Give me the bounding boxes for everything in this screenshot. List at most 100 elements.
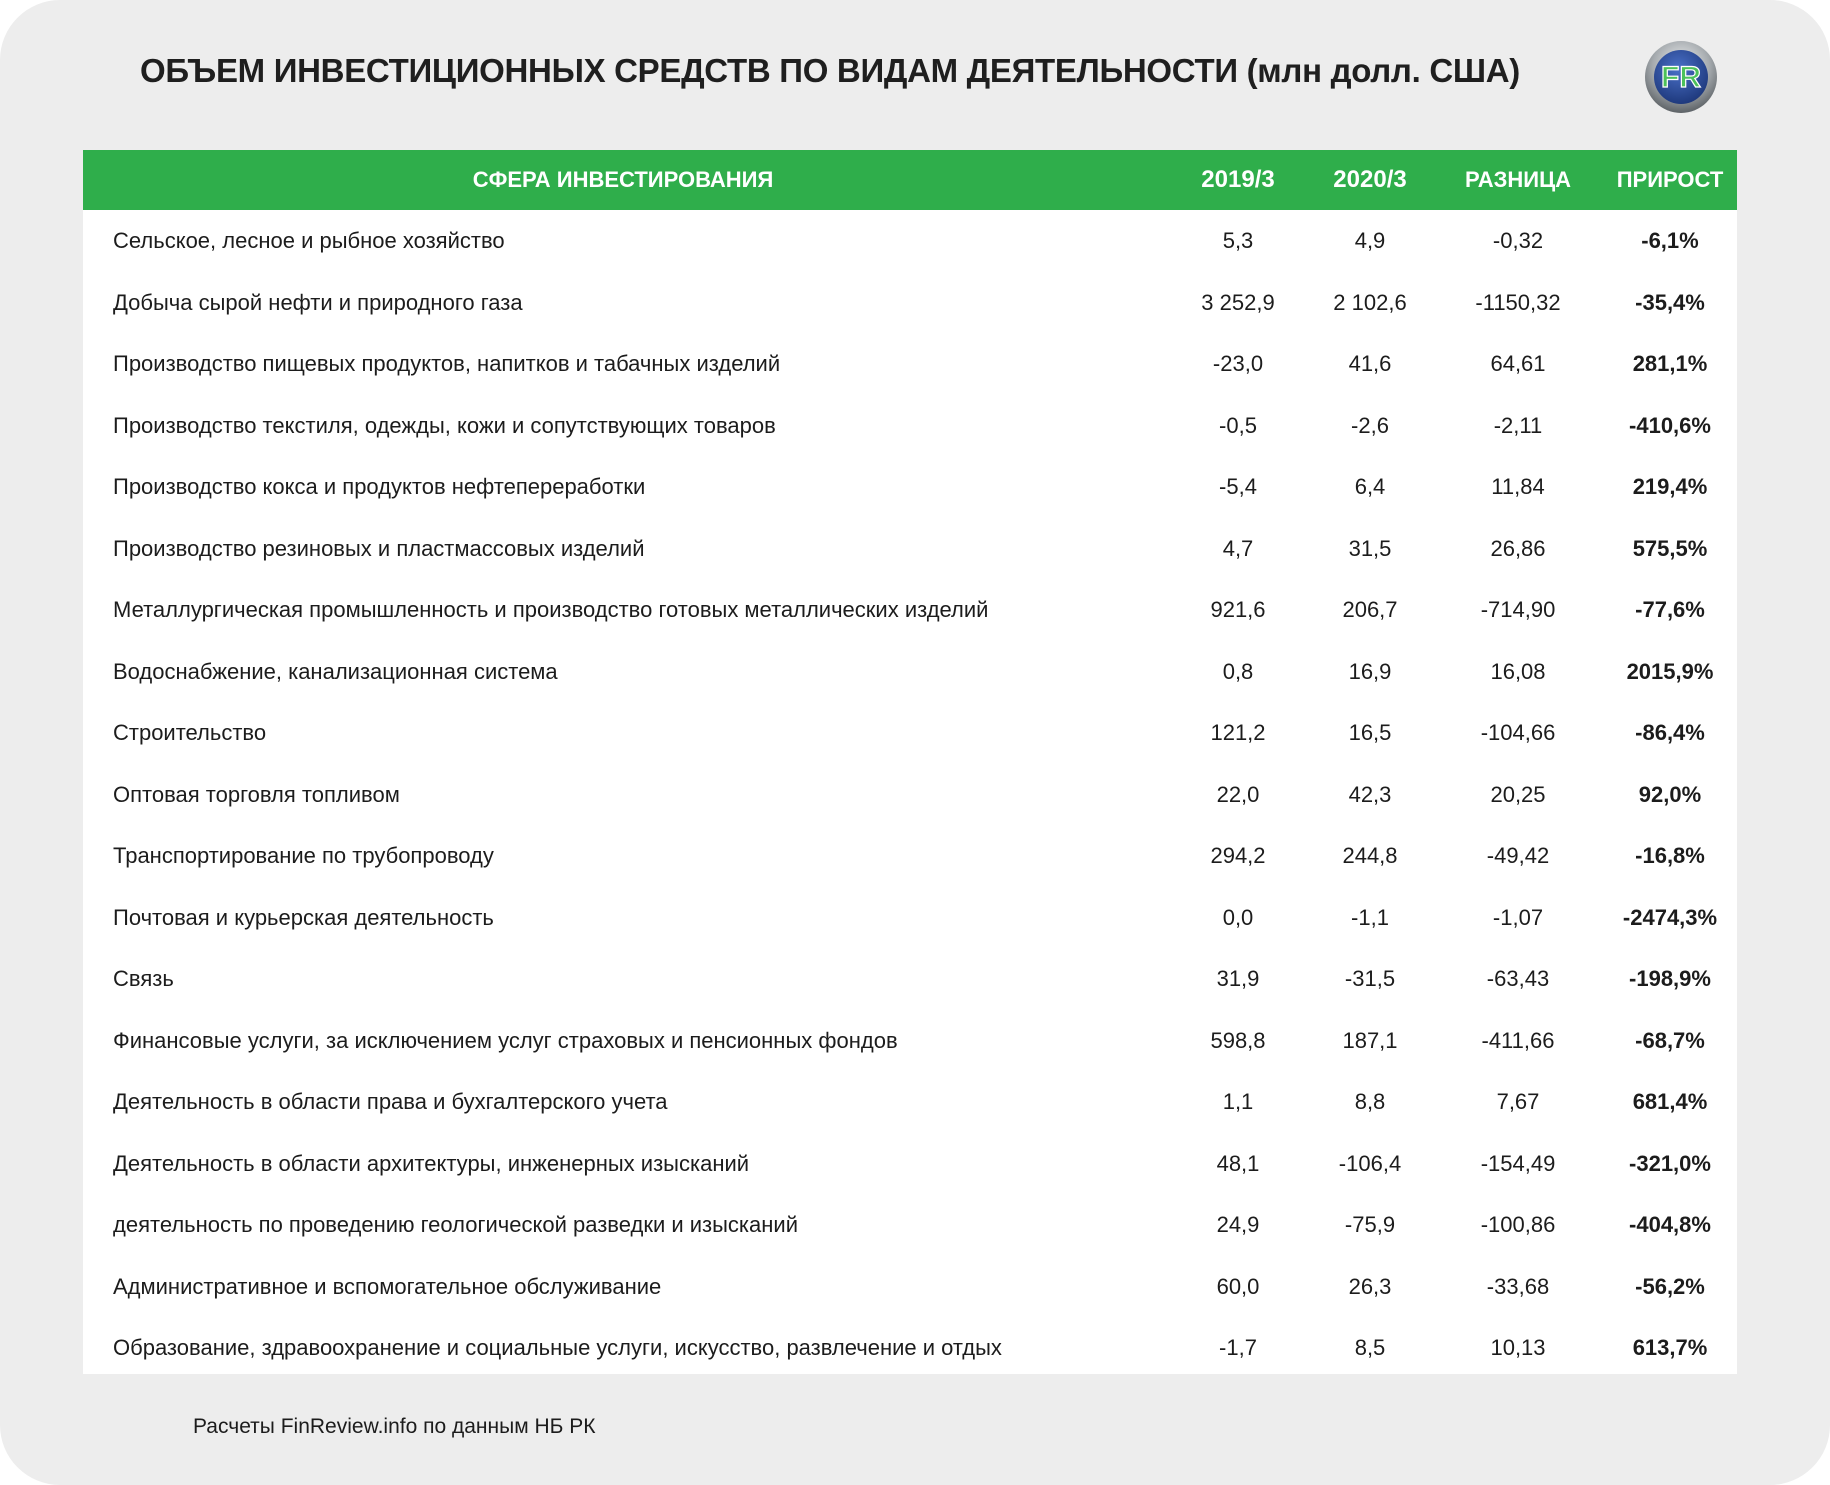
cell-sector: Водоснабжение, канализационная система xyxy=(113,658,558,684)
cell-2019: 921,6 xyxy=(1210,597,1266,622)
cell-difference: -0,32 xyxy=(1492,228,1544,253)
cell-growth: -2474,3% xyxy=(1622,904,1718,930)
cell-sector: Производство кокса и продуктов нефтепере… xyxy=(113,474,646,499)
cell-sector: Строительство xyxy=(113,720,267,745)
cell-2019: -5,4 xyxy=(1219,474,1257,499)
table-row: Образование, здравоохранение и социальны… xyxy=(83,1317,1737,1378)
table-row: деятельность по проведению геологической… xyxy=(83,1194,1737,1255)
cell-difference: -100,86 xyxy=(1480,1212,1556,1237)
cell-sector: Производство текстиля, одежды, кожи и со… xyxy=(113,412,776,438)
cell-growth: 281,1% xyxy=(1632,351,1708,376)
cell-2019: 22,0 xyxy=(1216,781,1260,807)
table-row: Водоснабжение, канализационная система 0,… xyxy=(83,641,1737,702)
cell-difference: 16,08 xyxy=(1490,658,1546,684)
cell-sector: Финансовые услуги, за исключением услуг … xyxy=(113,1027,898,1053)
cell-2020: 2 102,6 xyxy=(1333,289,1407,315)
cell-difference: -154,49 xyxy=(1480,1150,1556,1176)
table-row: Строительство 121,2 16,5 -104,66 -86,4% xyxy=(83,702,1737,763)
cell-sector: Оптовая торговля топливом xyxy=(113,781,400,807)
cell-difference: -2,11 xyxy=(1493,412,1543,438)
chart-title: ОБЪЕМ ИНВЕСТИЦИОННЫХ СРЕДСТВ ПО ВИДАМ ДЕ… xyxy=(140,52,1520,89)
cell-2020: -1,1 xyxy=(1351,904,1389,930)
logo-letters: FR xyxy=(1661,61,1701,94)
cell-2020: -106,4 xyxy=(1338,1150,1402,1176)
cell-2019: 121,2 xyxy=(1210,720,1266,745)
cell-2019: 5,3 xyxy=(1222,228,1254,253)
cell-2020: -2,6 xyxy=(1351,412,1389,438)
cell-2019: -0,5 xyxy=(1219,412,1257,438)
cell-difference: -714,90 xyxy=(1480,597,1556,622)
cell-2020: 4,9 xyxy=(1354,228,1386,253)
column-header-growth: ПРИРОСТ xyxy=(1616,167,1724,192)
cell-2019: 1,1 xyxy=(1222,1089,1254,1114)
cell-2019: -23,0 xyxy=(1212,351,1264,376)
cell-growth: -6,1% xyxy=(1641,228,1699,253)
cell-difference: -63,43 xyxy=(1486,966,1550,991)
table-row: Деятельность в области права и бухгалтер… xyxy=(83,1071,1737,1132)
cell-sector: Административное и вспомогательное обслу… xyxy=(113,1273,662,1299)
cell-2020: 31,5 xyxy=(1348,535,1392,561)
cell-difference: 10,13 xyxy=(1490,1335,1546,1360)
table-row: Финансовые услуги, за исключением услуг … xyxy=(83,1010,1737,1071)
table-row: Производство кокса и продуктов нефтепере… xyxy=(83,456,1737,517)
table-row: Административное и вспомогательное обслу… xyxy=(83,1256,1737,1317)
cell-difference: -33,68 xyxy=(1486,1273,1550,1299)
cell-difference: -1,07 xyxy=(1492,904,1544,930)
cell-2019: 3 252,9 xyxy=(1201,289,1275,315)
cell-2020: 8,8 xyxy=(1354,1089,1386,1114)
cell-difference: 11,84 xyxy=(1491,474,1545,499)
table-row: Деятельность в области архитектуры, инже… xyxy=(83,1133,1737,1194)
cell-2019: 60,0 xyxy=(1216,1273,1260,1299)
cell-2020: 26,3 xyxy=(1348,1273,1392,1299)
table-row: Сельское, лесное и рыбное хозяйство 5,3 4,… xyxy=(83,210,1737,271)
cell-growth: 681,4% xyxy=(1632,1089,1708,1114)
cell-growth: -410,6% xyxy=(1629,412,1711,438)
column-header-2019: 2019/3 xyxy=(1201,166,1275,193)
table-row: Металлургическая промышленность и произв… xyxy=(83,579,1737,640)
cell-growth: -404,8% xyxy=(1629,1212,1711,1237)
table-row: Связь 31,9 -31,5 -63,43 -198,9% xyxy=(83,948,1737,1009)
cell-growth: -68,7% xyxy=(1635,1027,1705,1053)
cell-sector: Производство пищевых продуктов, напитков… xyxy=(113,351,781,376)
cell-growth: 2015,9% xyxy=(1626,658,1714,684)
table-row: Транспортирование по трубопроводу 294,2 24… xyxy=(83,825,1737,886)
cell-growth: 219,4% xyxy=(1632,474,1708,499)
cell-2019: 31,9 xyxy=(1216,966,1260,991)
cell-2020: 6,4 xyxy=(1354,474,1386,499)
cell-sector: Образование, здравоохранение и социальны… xyxy=(113,1335,1002,1360)
cell-difference: 26,86 xyxy=(1490,535,1546,561)
table-row: Производство резиновых и пластмассовых и… xyxy=(83,518,1737,579)
cell-difference: -411,66 xyxy=(1481,1027,1555,1053)
cell-2020: -75,9 xyxy=(1344,1212,1396,1237)
table-header: СФЕРА ИНВЕСТИРОВАНИЯ 2019/3 2020/3 РАЗНИ… xyxy=(83,150,1737,210)
cell-sector: Добыча сырой нефти и природного газа xyxy=(113,289,523,315)
source-note: Расчеты FinReview.info по данным НБ РК xyxy=(193,1415,596,1438)
cell-growth: 92,0% xyxy=(1638,781,1702,807)
cell-growth: -321,0% xyxy=(1629,1150,1711,1176)
cell-difference: -1150,32 xyxy=(1475,289,1561,315)
cell-2019: 0,0 xyxy=(1222,904,1254,930)
cell-growth: -198,9% xyxy=(1629,966,1711,991)
cell-sector: Металлургическая промышленность и произв… xyxy=(113,597,989,622)
cell-growth: -77,6% xyxy=(1635,597,1705,622)
cell-difference: 7,67 xyxy=(1496,1089,1540,1114)
cell-2019: 24,9 xyxy=(1216,1212,1260,1237)
cell-sector: Сельское, лесное и рыбное хозяйство xyxy=(113,228,505,253)
cell-sector: Деятельность в области архитектуры, инже… xyxy=(113,1150,750,1176)
cell-2019: 598,8 xyxy=(1210,1027,1266,1053)
cell-2019: 48,1 xyxy=(1216,1150,1260,1176)
cell-2020: 16,5 xyxy=(1348,720,1392,745)
cell-2020: 206,7 xyxy=(1342,597,1398,622)
table-row: Добыча сырой нефти и природного газа 3 25… xyxy=(83,272,1737,333)
cell-2020: 244,8 xyxy=(1342,843,1398,868)
cell-sector: Связь xyxy=(113,966,174,991)
cell-2020: 16,9 xyxy=(1348,658,1392,684)
cell-growth: -86,4% xyxy=(1635,720,1705,745)
cell-2020: 41,6 xyxy=(1348,351,1392,376)
cell-difference: 64,61 xyxy=(1490,351,1546,376)
cell-sector: деятельность по проведению геологической… xyxy=(113,1212,799,1237)
table-row: Производство текстиля, одежды, кожи и со… xyxy=(83,395,1737,456)
cell-2020: 42,3 xyxy=(1348,781,1392,807)
cell-difference: -49,42 xyxy=(1486,843,1550,868)
